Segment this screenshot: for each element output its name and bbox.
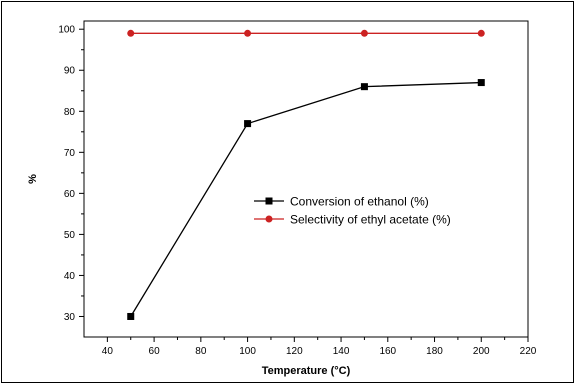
series-line-0 [130, 81, 482, 317]
x-tick-label: 80 [195, 346, 207, 357]
y-tick-label: 30 [64, 312, 76, 323]
x-axis-title: Temperature (°C) [262, 365, 351, 377]
legend-marker-square [265, 197, 273, 205]
x-tick-label: 160 [379, 346, 396, 357]
x-tick-label: 200 [473, 346, 490, 357]
legend-label: Conversion of ethanol (%) [290, 195, 429, 209]
data-point-circle [360, 29, 368, 37]
y-axis: 30 40 50 60 70 80 90 100 [58, 25, 84, 323]
y-axis-title: % [27, 174, 39, 184]
x-tick-label: 40 [102, 346, 114, 357]
data-point-circle [127, 29, 135, 37]
y-tick-label: 50 [64, 230, 76, 241]
legend-marker-circle [265, 215, 273, 223]
x-tick-label: 120 [286, 346, 303, 357]
y-tick-label: 100 [58, 25, 75, 36]
y-tick-label: 80 [64, 107, 76, 118]
data-point-square [477, 79, 485, 87]
series-layer [127, 29, 485, 320]
data-point-circle [244, 29, 252, 37]
y-tick-label: 40 [64, 271, 76, 282]
x-tick-label: 220 [520, 346, 537, 357]
x-tick-label: 60 [149, 346, 161, 357]
x-tick-label: 180 [426, 346, 443, 357]
data-point-circle [477, 29, 485, 37]
legend: Conversion of ethanol (%) Selectivity of … [254, 195, 451, 227]
data-point-square [244, 120, 252, 128]
plot-area [83, 20, 529, 338]
y-tick-label: 60 [64, 189, 76, 200]
x-tick-label: 140 [333, 346, 350, 357]
x-axis: 40 60 80 100 120 140 160 180 200 220 [102, 337, 537, 357]
data-point-square [127, 312, 135, 320]
y-tick-label: 90 [64, 66, 76, 77]
x-tick-label: 100 [239, 346, 256, 357]
data-point-square [360, 83, 368, 91]
y-tick-label: 70 [64, 148, 76, 159]
legend-label: Selectivity of ethyl acetate (%) [290, 213, 451, 227]
